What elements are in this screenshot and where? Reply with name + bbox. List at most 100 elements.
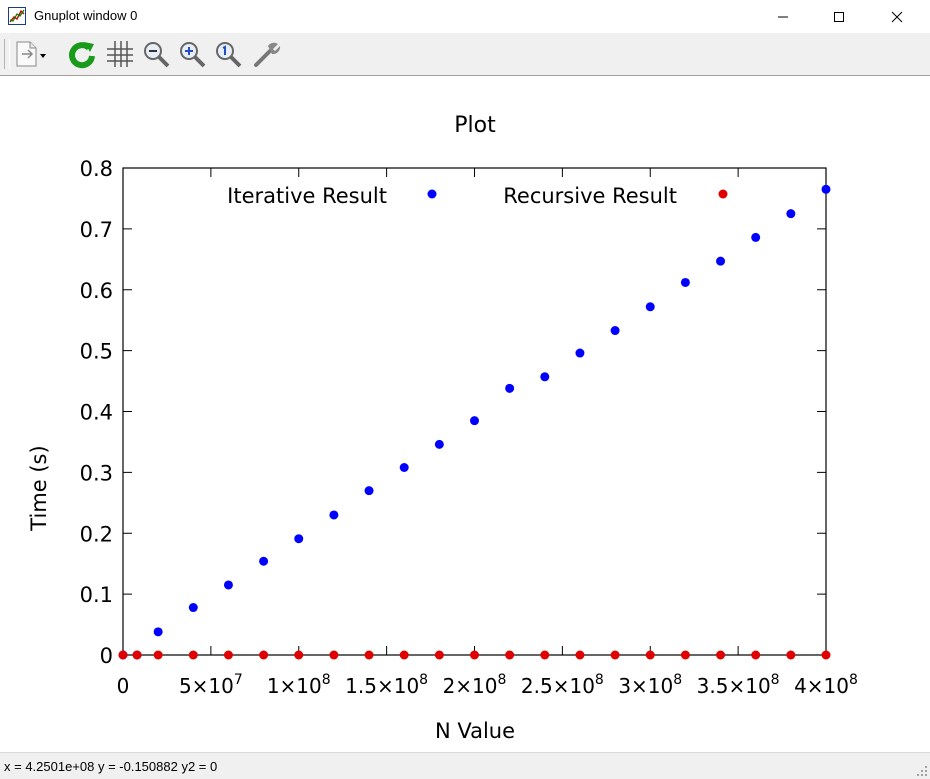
data-point (680, 277, 690, 287)
data-point (364, 650, 374, 660)
chart-title: Plot (454, 113, 496, 138)
y-tick-label: 0.8 (80, 157, 113, 181)
x-tick-mantissa: 3.5×10 (697, 674, 771, 698)
data-point (188, 603, 198, 613)
y-tick-label: 0.3 (80, 461, 113, 485)
maximize-icon (834, 11, 844, 22)
legend-label-recursive: Recursive Result (503, 184, 677, 208)
y-tick-label: 0.2 (80, 522, 113, 546)
x-tick-label: 5×107 (179, 672, 243, 698)
x-tick-label: 4×108 (794, 672, 858, 698)
legend: Iterative Result Recursive Result (227, 184, 728, 208)
toolbar (0, 33, 930, 76)
x-tick-mantissa: 2×10 (443, 674, 498, 698)
legend-marker-iterative (427, 189, 437, 199)
x-tick-exponent: 8 (498, 672, 507, 688)
data-point (329, 650, 339, 660)
x-tick-label: 0 (117, 674, 130, 698)
x-tick-label: 2×108 (443, 672, 507, 698)
data-point (294, 650, 304, 660)
data-point (294, 534, 304, 544)
options-button[interactable] (250, 37, 282, 71)
data-point (575, 348, 585, 358)
data-point (153, 627, 163, 637)
data-point (575, 650, 585, 660)
data-point (540, 650, 550, 660)
x-tick-exponent: 8 (595, 672, 604, 688)
x-tick-label: 3.5×108 (697, 672, 780, 698)
toolbar-grip[interactable] (4, 39, 10, 69)
data-point (610, 650, 620, 660)
data-point (434, 439, 444, 449)
wrench-icon (254, 42, 281, 67)
series-1 (118, 650, 831, 660)
x-tick-exponent: 8 (419, 672, 428, 688)
y-tick-label: 0.7 (80, 218, 113, 242)
data-point (153, 650, 163, 660)
data-point (329, 510, 339, 520)
chart: Plot 0 0.1 0.2 0.3 0.4 0.5 0.6 0.7 0.8 0 5×107 1×10… (27, 113, 858, 743)
x-tick-mantissa: 2.5×10 (521, 674, 595, 698)
data-point (223, 650, 233, 660)
data-point (188, 650, 198, 660)
data-point (540, 372, 550, 382)
x-tick-label: 1.5×108 (345, 672, 428, 698)
y-tick-label: 0.6 (80, 279, 113, 303)
close-button[interactable] (874, 0, 920, 33)
data-point (399, 463, 409, 473)
copy-icon (16, 41, 46, 67)
data-point (470, 650, 479, 660)
data-point (399, 650, 409, 660)
maximize-button[interactable] (816, 0, 862, 33)
data-point (821, 184, 831, 194)
y-tick-label: 0 (100, 644, 113, 668)
data-point (505, 650, 515, 660)
resize-grip-icon[interactable] (916, 765, 928, 777)
data-point (434, 650, 444, 660)
x-tick-mantissa: 5×10 (179, 674, 234, 698)
minimize-button[interactable] (760, 0, 806, 33)
data-point (680, 650, 690, 660)
data-point (610, 326, 620, 336)
data-point (470, 416, 479, 426)
data-point (716, 256, 726, 266)
x-tick-exponent: 8 (849, 672, 858, 688)
zoom-reset-button[interactable] (212, 37, 244, 71)
y-axis-label: Time (s) (27, 445, 51, 531)
legend-marker-recursive (718, 189, 728, 199)
close-icon (891, 11, 903, 22)
y-tick-label: 0.1 (80, 583, 113, 607)
data-point (645, 650, 655, 660)
zoom-out-icon (144, 42, 170, 68)
grid-button[interactable] (104, 37, 136, 71)
status-bar: x = 4.2501e+08 y = -0.150882 y2 = 0 (0, 752, 930, 779)
data-points (118, 184, 831, 660)
zoom-in-button[interactable] (176, 37, 208, 71)
x-tick-label: 1×108 (267, 672, 331, 698)
x-tick-mantissa: 1×10 (267, 674, 322, 698)
x-axis-label: N Value (435, 719, 515, 743)
y-tick-label: 0.5 (80, 340, 113, 364)
copy-button[interactable] (12, 37, 48, 71)
data-point (505, 383, 515, 393)
x-tick-label: 2.5×108 (521, 672, 604, 698)
x-tick-mantissa: 4×10 (794, 674, 849, 698)
plot-area[interactable]: Plot 0 0.1 0.2 0.3 0.4 0.5 0.6 0.7 0.8 0 5×107 1×10… (1, 76, 929, 752)
replot-button[interactable] (66, 37, 98, 71)
x-tick-mantissa: 1.5×10 (345, 674, 419, 698)
data-point (259, 650, 269, 660)
zoom-out-button[interactable] (140, 37, 172, 71)
data-point (821, 650, 831, 660)
data-point (364, 486, 374, 496)
data-point (118, 650, 128, 660)
data-point (132, 650, 142, 660)
legend-label-iterative: Iterative Result (227, 184, 387, 208)
status-coordinates: x = 4.2501e+08 y = -0.150882 y2 = 0 (4, 759, 218, 774)
x-tick-exponent: 8 (771, 672, 780, 688)
title-bar: Gnuplot window 0 (0, 0, 930, 33)
window-title: Gnuplot window 0 (34, 8, 138, 23)
data-point (645, 302, 655, 312)
data-point (716, 650, 726, 660)
data-point (751, 232, 761, 242)
zoom-in-icon (180, 42, 206, 68)
